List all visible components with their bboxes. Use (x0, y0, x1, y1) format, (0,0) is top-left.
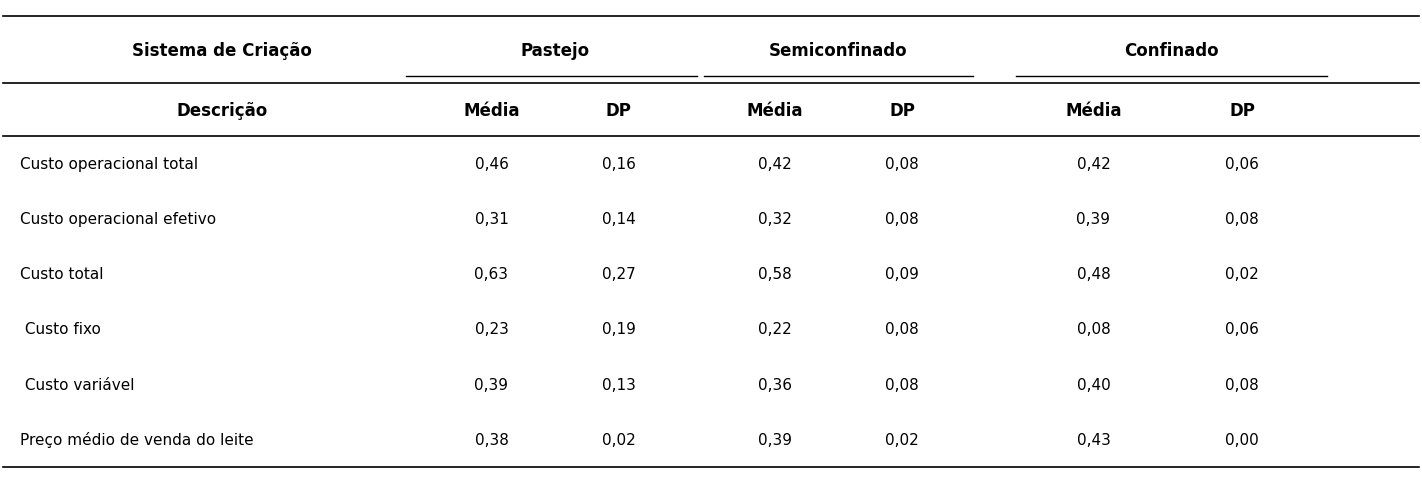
Text: Média: Média (1065, 102, 1122, 120)
Text: 0,02: 0,02 (602, 432, 636, 447)
Text: 0,58: 0,58 (758, 267, 792, 282)
Text: 0,08: 0,08 (886, 212, 919, 227)
Text: 0,43: 0,43 (1076, 432, 1111, 447)
Text: 0,38: 0,38 (475, 432, 509, 447)
Text: 0,08: 0,08 (1226, 377, 1258, 392)
Text: 0,39: 0,39 (1076, 212, 1111, 227)
Text: 0,36: 0,36 (758, 377, 792, 392)
Text: 0,39: 0,39 (475, 377, 509, 392)
Text: 0,46: 0,46 (475, 157, 509, 172)
Text: Preço médio de venda do leite: Preço médio de venda do leite (20, 431, 253, 447)
Text: Custo fixo: Custo fixo (20, 322, 101, 337)
Text: 0,40: 0,40 (1076, 377, 1111, 392)
Text: 0,02: 0,02 (886, 432, 919, 447)
Text: 0,19: 0,19 (602, 322, 636, 337)
Text: 0,42: 0,42 (1076, 157, 1111, 172)
Text: 0,31: 0,31 (475, 212, 509, 227)
Text: 0,16: 0,16 (602, 157, 636, 172)
Text: 0,14: 0,14 (602, 212, 636, 227)
Text: 0,39: 0,39 (758, 432, 792, 447)
Text: Custo variável: Custo variável (20, 377, 134, 392)
Text: DP: DP (606, 102, 631, 120)
Text: 0,08: 0,08 (1226, 212, 1258, 227)
Text: DP: DP (1229, 102, 1256, 120)
Text: 0,42: 0,42 (758, 157, 792, 172)
Text: 0,00: 0,00 (1226, 432, 1258, 447)
Text: 0,02: 0,02 (1226, 267, 1258, 282)
Text: DP: DP (889, 102, 916, 120)
Text: 0,09: 0,09 (886, 267, 919, 282)
Text: Descrição: Descrição (176, 102, 267, 120)
Text: Sistema de Criação: Sistema de Criação (132, 42, 313, 60)
Text: 0,08: 0,08 (886, 157, 919, 172)
Text: Custo operacional efetivo: Custo operacional efetivo (20, 212, 216, 227)
Text: 0,06: 0,06 (1226, 157, 1258, 172)
Text: Média: Média (464, 102, 519, 120)
Text: 0,63: 0,63 (475, 267, 509, 282)
Text: Custo total: Custo total (20, 267, 104, 282)
Text: Semiconfinado: Semiconfinado (769, 42, 907, 60)
Text: Custo operacional total: Custo operacional total (20, 157, 198, 172)
Text: Média: Média (747, 102, 803, 120)
Text: Pastejo: Pastejo (520, 42, 590, 60)
Text: 0,22: 0,22 (758, 322, 792, 337)
Text: Confinado: Confinado (1123, 42, 1219, 60)
Text: 0,48: 0,48 (1076, 267, 1111, 282)
Text: 0,08: 0,08 (1076, 322, 1111, 337)
Text: 0,08: 0,08 (886, 322, 919, 337)
Text: 0,08: 0,08 (886, 377, 919, 392)
Text: 0,13: 0,13 (602, 377, 636, 392)
Text: 0,32: 0,32 (758, 212, 792, 227)
Text: 0,23: 0,23 (475, 322, 509, 337)
Text: 0,06: 0,06 (1226, 322, 1258, 337)
Text: 0,27: 0,27 (602, 267, 636, 282)
